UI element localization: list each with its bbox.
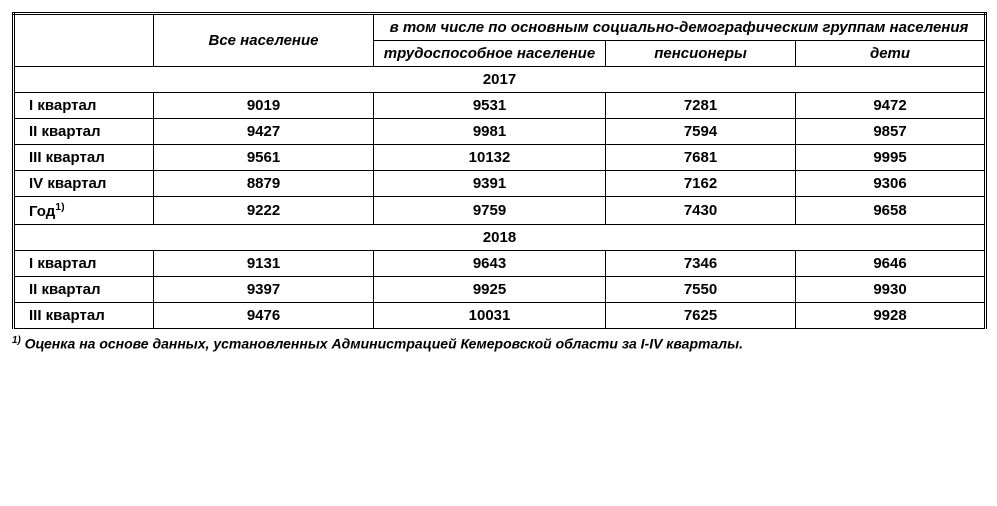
cell-child: 9857: [796, 119, 986, 145]
cell-all: 9427: [154, 119, 374, 145]
cell-able: 9643: [374, 251, 606, 277]
cell-able: 9391: [374, 171, 606, 197]
row-label-text: IV квартал: [29, 175, 106, 192]
cell-child: 9658: [796, 197, 986, 225]
row-label-text: Год: [29, 203, 55, 220]
year-heading: 2017: [14, 67, 986, 93]
cell-pens: 7625: [606, 303, 796, 329]
row-label: IV квартал: [14, 171, 154, 197]
row-label-text: I квартал: [29, 97, 96, 114]
footnote-text: Оценка на основе данных, установленных А…: [21, 336, 743, 352]
cell-all: 9131: [154, 251, 374, 277]
table-row: IV квартал 8879939171629306: [14, 171, 986, 197]
cell-all: 8879: [154, 171, 374, 197]
cell-pens: 7162: [606, 171, 796, 197]
cell-child: 9995: [796, 145, 986, 171]
row-label: II квартал: [14, 277, 154, 303]
cell-child: 9472: [796, 93, 986, 119]
cell-pens: 7346: [606, 251, 796, 277]
table-header: Все население в том числе по основным со…: [14, 14, 986, 67]
cell-able: 9925: [374, 277, 606, 303]
header-group: в том числе по основным социально-демогр…: [374, 14, 986, 41]
row-label-text: III квартал: [29, 149, 105, 166]
cell-all: 9476: [154, 303, 374, 329]
header-pensioners: пенсионеры: [606, 41, 796, 67]
row-label-sup: 1): [55, 201, 64, 213]
cell-pens: 7550: [606, 277, 796, 303]
table-row: II квартал 9397992575509930: [14, 277, 986, 303]
cell-pens: 7281: [606, 93, 796, 119]
row-label: I квартал: [14, 251, 154, 277]
cell-able: 10031: [374, 303, 606, 329]
table-row: I квартал 9131964373469646: [14, 251, 986, 277]
header-able-bodied: трудоспособное население: [374, 41, 606, 67]
table-row: III квартал 94761003176259928: [14, 303, 986, 329]
cell-pens: 7681: [606, 145, 796, 171]
table-row: III квартал 95611013276819995: [14, 145, 986, 171]
table-row: Год1)9222975974309658: [14, 197, 986, 225]
cell-pens: 7430: [606, 197, 796, 225]
cell-all: 9397: [154, 277, 374, 303]
cell-child: 9930: [796, 277, 986, 303]
header-blank: [14, 14, 154, 67]
table-row: I квартал 9019953172819472: [14, 93, 986, 119]
cell-able: 10132: [374, 145, 606, 171]
cell-all: 9561: [154, 145, 374, 171]
footnote-sup: 1): [12, 335, 21, 346]
footnote: 1) Оценка на основе данных, установленны…: [12, 335, 984, 352]
cell-child: 9928: [796, 303, 986, 329]
row-label-text: II квартал: [29, 281, 101, 298]
row-label: III квартал: [14, 303, 154, 329]
header-all-population: Все население: [154, 14, 374, 67]
row-label-text: I квартал: [29, 255, 96, 272]
table-row: II квартал 9427998175949857: [14, 119, 986, 145]
row-label: III квартал: [14, 145, 154, 171]
header-children: дети: [796, 41, 986, 67]
row-label: Год1): [14, 197, 154, 225]
table-body: 2017 I квартал 9019953172819472 II квартал 9…: [14, 67, 986, 329]
cell-able: 9759: [374, 197, 606, 225]
row-label-text: III квартал: [29, 307, 105, 324]
data-table: Все население в том числе по основным со…: [12, 12, 987, 329]
cell-able: 9531: [374, 93, 606, 119]
cell-child: 9306: [796, 171, 986, 197]
cell-pens: 7594: [606, 119, 796, 145]
cell-all: 9019: [154, 93, 374, 119]
year-heading: 2018: [14, 225, 986, 251]
row-label-text: II квартал: [29, 123, 101, 140]
cell-all: 9222: [154, 197, 374, 225]
cell-able: 9981: [374, 119, 606, 145]
cell-child: 9646: [796, 251, 986, 277]
row-label: II квартал: [14, 119, 154, 145]
row-label: I квартал: [14, 93, 154, 119]
